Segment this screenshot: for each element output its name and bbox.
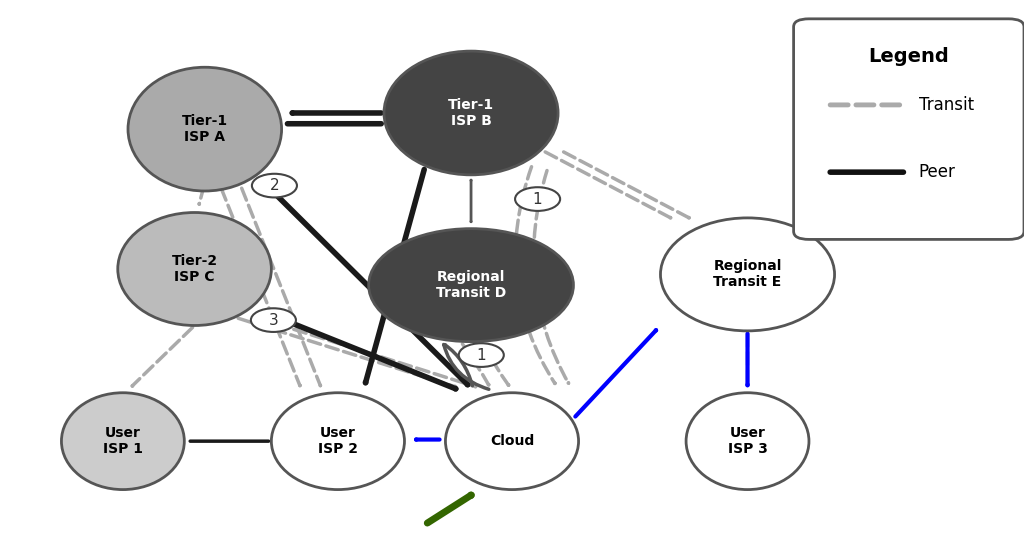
Text: 1: 1: [476, 348, 486, 363]
Text: Cloud: Cloud: [489, 434, 535, 448]
Ellipse shape: [660, 218, 835, 331]
Text: Legend: Legend: [868, 47, 949, 66]
Ellipse shape: [128, 67, 282, 191]
Ellipse shape: [369, 229, 573, 342]
Text: 2: 2: [269, 178, 280, 193]
Text: 1: 1: [532, 192, 543, 207]
Ellipse shape: [61, 393, 184, 490]
FancyBboxPatch shape: [794, 19, 1024, 239]
Text: User
ISP 3: User ISP 3: [728, 426, 767, 456]
Text: Transit: Transit: [919, 96, 974, 114]
Ellipse shape: [384, 51, 558, 175]
Text: 3: 3: [268, 313, 279, 328]
Text: Tier-1
ISP B: Tier-1 ISP B: [447, 98, 495, 128]
Text: Tier-1
ISP A: Tier-1 ISP A: [181, 114, 228, 144]
Text: Regional
Transit D: Regional Transit D: [436, 270, 506, 300]
Text: Tier-2
ISP C: Tier-2 ISP C: [171, 254, 218, 284]
Circle shape: [251, 308, 296, 332]
Ellipse shape: [686, 393, 809, 490]
Text: User
ISP 1: User ISP 1: [102, 426, 143, 456]
Ellipse shape: [271, 393, 404, 490]
Text: Peer: Peer: [919, 163, 955, 181]
Ellipse shape: [118, 213, 271, 325]
Circle shape: [459, 343, 504, 367]
Circle shape: [515, 187, 560, 211]
Text: Regional
Transit E: Regional Transit E: [714, 259, 781, 289]
Ellipse shape: [445, 393, 579, 490]
Text: User
ISP 2: User ISP 2: [317, 426, 358, 456]
Circle shape: [252, 174, 297, 197]
